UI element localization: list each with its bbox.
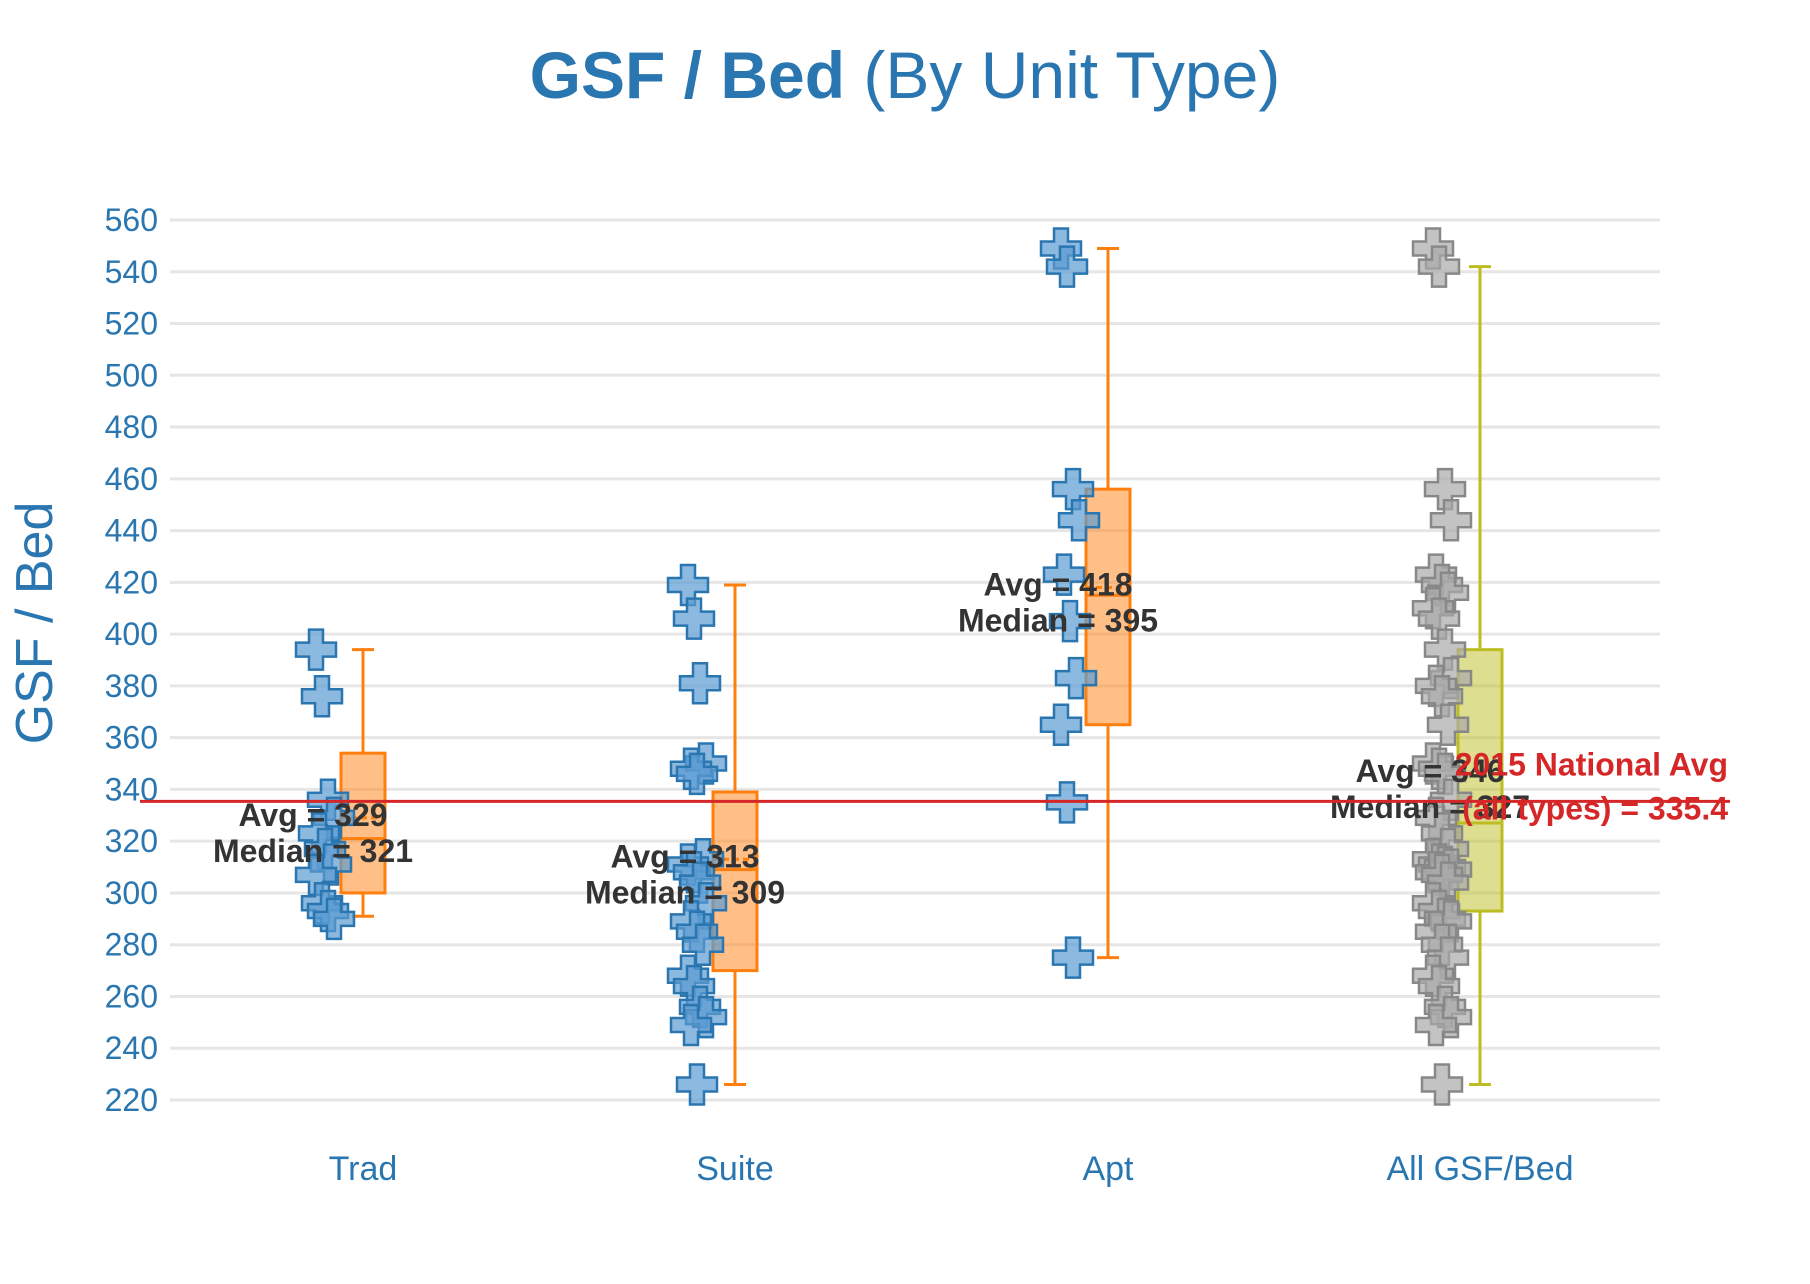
y-tick-label-520: 520: [105, 306, 158, 342]
point-0-1: [300, 674, 344, 718]
chart-subtitle-text: (By Unit Type): [863, 38, 1280, 112]
y-tick-label-220: 220: [105, 1082, 158, 1118]
y-tick-label-280: 280: [105, 927, 158, 963]
x-tick-label-0: Trad: [329, 1150, 398, 1188]
y-tick-label-500: 500: [105, 357, 158, 393]
reference-label-line2: (all types) = 335.4: [1462, 790, 1728, 826]
point-3-3: [1429, 498, 1473, 542]
x-tick-label-2: Apt: [1082, 1150, 1134, 1188]
point-1-1: [672, 597, 716, 640]
median-label-2: Median = 395: [958, 603, 1158, 639]
point-2-9: [1051, 936, 1095, 979]
point-2-6: [1054, 656, 1098, 700]
median-label-3: Median = 327: [1330, 789, 1530, 825]
point-3-17: [1429, 778, 1473, 822]
y-tick-label-540: 540: [105, 254, 158, 290]
point-1-18: [669, 1003, 713, 1047]
y-tick-label-440: 440: [105, 513, 158, 549]
chart-title-main: GSF / Bed: [530, 38, 845, 112]
point-1-10: [684, 882, 728, 925]
y-tick-label-240: 240: [105, 1030, 158, 1066]
x-tick-label-3: All GSF/Bed: [1386, 1150, 1573, 1188]
y-tick-label-320: 320: [105, 823, 158, 859]
point-3-34: [1426, 936, 1470, 979]
y-tick-label-480: 480: [105, 409, 158, 445]
y-tick-label-560: 560: [105, 202, 158, 238]
point-2-5: [1048, 599, 1092, 643]
point-0-3: [312, 796, 356, 840]
gridlines: [170, 218, 1660, 1102]
data-points: [294, 227, 1473, 1106]
y-axis-label: GSF / Bed: [6, 502, 64, 745]
point-0-0: [294, 628, 338, 671]
y-tick-label-400: 400: [105, 616, 158, 652]
y-tick-label-420: 420: [105, 564, 158, 600]
point-2-1: [1045, 245, 1089, 288]
y-tick-label-380: 380: [105, 668, 158, 704]
chart-title: GSF / Bed (By Unit Type): [530, 38, 1281, 112]
point-1-19: [675, 1063, 719, 1106]
point-2-7: [1039, 703, 1083, 746]
point-1-5: [675, 752, 719, 796]
point-1-13: [681, 923, 725, 966]
point-3-39: [1414, 1003, 1458, 1047]
point-0-10: [312, 897, 356, 941]
x-axis-ticks: Trad Suite Apt All GSF/Bed: [329, 1150, 1574, 1188]
reference-label-line1: 2015 National Avg: [1455, 746, 1728, 782]
median-label-1: Median = 309: [585, 874, 785, 910]
avg-label-0: Avg = 329: [238, 797, 387, 833]
x-tick-label-1: Suite: [696, 1150, 774, 1188]
median-label-0: Median = 321: [213, 833, 413, 869]
y-axis-ticks: 2202402602803003203403603804004204404604…: [105, 202, 158, 1118]
point-2-3: [1057, 498, 1101, 542]
point-3-13: [1426, 703, 1470, 746]
reference-line-group: 2015 National Avg (all types) = 335.4: [140, 746, 1730, 826]
y-tick-label-300: 300: [105, 875, 158, 911]
point-1-2: [678, 662, 722, 705]
avg-label-3: Avg = 346: [1355, 753, 1504, 789]
point-3-40: [1420, 1063, 1464, 1106]
y-tick-label-460: 460: [105, 461, 158, 497]
chart-subtitle: [845, 38, 863, 112]
avg-label-2: Avg = 418: [983, 567, 1132, 603]
point-3-1: [1417, 245, 1461, 288]
y-tick-label-360: 360: [105, 720, 158, 756]
avg-label-1: Avg = 313: [610, 838, 759, 874]
point-2-4: [1042, 553, 1086, 596]
y-tick-label-260: 260: [105, 978, 158, 1014]
